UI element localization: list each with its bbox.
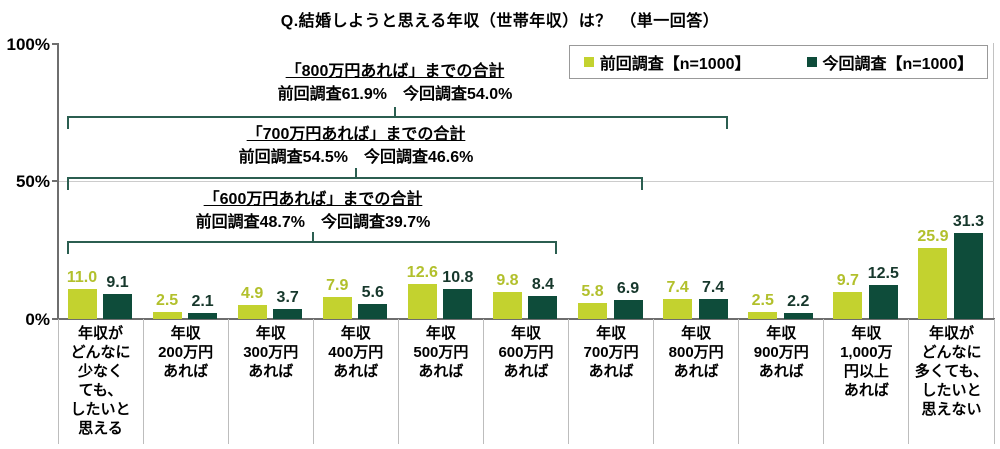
bar-value-previous: 9.8: [496, 271, 519, 289]
x-axis-line: [52, 318, 995, 320]
y-axis-line: [57, 43, 59, 319]
category-divider: [312, 319, 314, 444]
y-tick-100: [52, 43, 58, 45]
category-divider: [653, 319, 655, 444]
annotation-800man-title: 「800万円あれば」までの合計: [285, 63, 505, 80]
bar-current-survey: [273, 308, 303, 319]
bar-previous-survey: [918, 247, 948, 319]
annotation-700man-total: 「700万円あれば」までの合計 前回調査54.5% 今回調査46.6%: [239, 123, 474, 169]
legend-label-previous: 前回調査【n=1000】: [599, 56, 751, 73]
bar-value-previous: 2.5: [155, 292, 179, 310]
category-divider: [397, 319, 399, 444]
x-axis-category-label: 年収 400万円 あれば: [328, 325, 384, 380]
category-divider: [823, 319, 825, 444]
category-divider: [993, 319, 995, 444]
annotation-800man-total: 「800万円あれば」までの合計 前回調査61.9% 今回調査54.0%: [278, 60, 513, 106]
cumulative-bracket: [66, 241, 558, 254]
bar-current-survey: [103, 293, 132, 319]
bar-value-current: 9.1: [106, 273, 129, 291]
bar-value-current: 12.5: [867, 264, 899, 282]
chart-title: Q.結婚しようと思える年収（世帯年収）は？ （単一回答）: [280, 13, 720, 30]
bar-current-survey: [188, 313, 218, 319]
annotation-700man-values: 前回調査54.5% 今回調査46.6%: [238, 149, 474, 166]
bar-previous-survey: [578, 302, 608, 319]
bar-value-current: 3.7: [276, 288, 299, 306]
category-divider: [568, 319, 570, 444]
legend: 前回調査【n=1000】 今回調査【n=1000】: [569, 45, 988, 79]
bar-value-previous: 25.9: [917, 227, 949, 245]
bar-previous-survey: [833, 292, 863, 319]
bar-value-previous: 11.0: [66, 268, 98, 286]
bar-value-current: 10.8: [442, 269, 474, 287]
x-axis-category-label: 年収 600万円 あれば: [498, 325, 554, 380]
x-axis-category-label: 年収が どんなに 多くても、 したいと 思えない: [914, 325, 989, 418]
bar-current-survey: [443, 289, 473, 319]
category-divider: [142, 319, 144, 444]
category-divider: [227, 319, 229, 444]
bar-previous-survey: [492, 291, 522, 319]
category-divider: [738, 319, 740, 444]
bar-previous-survey: [748, 312, 778, 319]
bar-previous-survey: [152, 312, 182, 319]
legend-swatch-current-icon: [806, 57, 817, 67]
y-axis-label-0: 0%: [25, 310, 50, 329]
gridline-50pct: [58, 181, 994, 182]
bar-value-previous: 5.8: [581, 282, 604, 300]
category-divider: [57, 319, 59, 444]
cumulative-bracket: [66, 177, 643, 190]
annotation-600man-total: 「600万円あれば」までの合計 前回調査48.7% 今回調査39.7%: [196, 188, 431, 234]
x-axis-category-label: 年収 500万円 あれば: [413, 325, 469, 380]
category-divider: [908, 319, 910, 444]
x-axis-category-label: 年収 900万円 あれば: [753, 325, 809, 380]
y-tick-50: [52, 180, 58, 182]
bar-current-survey: [783, 312, 813, 319]
bar-previous-survey: [67, 288, 97, 319]
annotation-connector: [312, 232, 314, 241]
y-axis-label-100: 100%: [6, 35, 50, 54]
legend-label-current: 今回調査【n=1000】: [822, 56, 974, 73]
x-axis-category-label: 年収 200万円 あれば: [158, 325, 214, 380]
x-axis-category-label: 年収 800万円 あれば: [668, 325, 724, 380]
bar-previous-survey: [663, 298, 693, 319]
bar-value-current: 2.2: [787, 292, 810, 310]
bar-value-current: 6.9: [616, 279, 640, 297]
legend-swatch-previous-icon: [583, 57, 594, 67]
bar-value-current: 5.6: [361, 283, 384, 301]
bar-previous-survey: [407, 284, 437, 319]
cumulative-bracket: [66, 116, 728, 129]
bar-previous-survey: [322, 297, 352, 319]
bar-current-survey: [953, 232, 983, 319]
bar-previous-survey: [237, 305, 267, 319]
bar-value-current: 7.4: [702, 278, 725, 296]
y-axis-label-50: 50%: [15, 172, 50, 191]
bar-value-current: 8.4: [531, 275, 555, 293]
bar-value-previous: 12.6: [406, 264, 438, 282]
bar-value-current: 2.1: [191, 293, 214, 311]
annotation-800man-values: 前回調査61.9% 今回調査54.0%: [277, 86, 513, 103]
bar-current-survey: [528, 295, 558, 319]
x-axis-category-label: 年収が どんなに 少なく ても、 したいと 思える: [70, 325, 131, 437]
bar-value-previous: 2.5: [751, 292, 774, 310]
annotation-connector: [394, 107, 396, 116]
bar-value-previous: 4.9: [241, 285, 264, 303]
bar-current-survey: [613, 299, 643, 319]
bar-current-survey: [358, 303, 388, 319]
x-axis-category-label: 年収 700万円 あれば: [583, 325, 639, 380]
bar-current-survey: [868, 284, 898, 319]
bar-current-survey: [698, 298, 728, 319]
x-axis-category-label: 年収 1,000万 円以上 あれば: [840, 325, 893, 399]
bar-value-previous: 9.7: [836, 272, 859, 290]
annotation-connector: [355, 168, 357, 177]
bar-value-previous: 7.4: [666, 278, 689, 296]
legend-item-current-survey: 今回調査【n=1000】: [806, 50, 974, 74]
bar-value-current: 31.3: [952, 212, 984, 230]
bar-value-previous: 7.9: [326, 277, 349, 295]
category-divider: [482, 319, 484, 444]
annotation-700man-title: 「700万円あれば」までの合計: [246, 126, 466, 143]
legend-item-previous-survey: 前回調査【n=1000】: [583, 50, 751, 74]
annotation-600man-values: 前回調査48.7% 今回調査39.7%: [195, 214, 431, 231]
x-axis-category-label: 年収 300万円 あれば: [243, 325, 299, 380]
annotation-600man-title: 「600万円あれば」までの合計: [203, 191, 423, 208]
